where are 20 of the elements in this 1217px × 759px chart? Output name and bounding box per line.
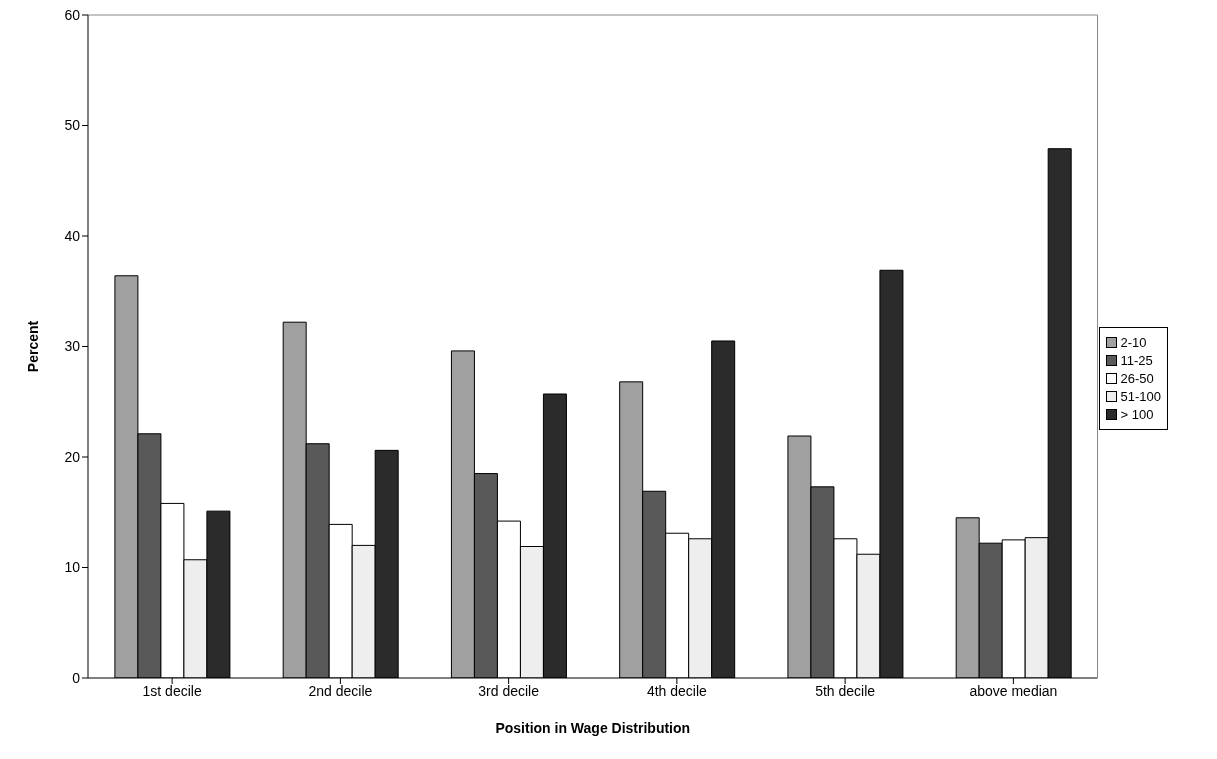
legend-label: 26-50 <box>1120 370 1154 386</box>
y-tick-label: 60 <box>64 6 81 23</box>
y-tick-label: 50 <box>64 117 81 134</box>
x-tick-label: 5th decile <box>815 682 876 699</box>
x-tick-label: 4th decile <box>646 682 708 699</box>
y-tick-label: 0 <box>72 669 81 686</box>
y-tick-label: 30 <box>64 338 81 355</box>
y-tick-label: 20 <box>64 448 81 465</box>
legend-label: 2-10 <box>1120 334 1147 350</box>
x-tick-label: 2nd decile <box>308 682 373 699</box>
x-tick-label: 3rd decile <box>478 682 540 699</box>
x-axis-title: Position in Wage Distribution <box>495 720 691 736</box>
legend-label: 51-100 <box>1120 388 1161 404</box>
y-axis-title: Percent <box>24 320 41 373</box>
x-tick-label: 1st decile <box>142 682 202 699</box>
legend-label: > 100 <box>1120 406 1154 422</box>
legend-label: 11-25 <box>1120 352 1153 368</box>
y-tick-label: 40 <box>64 227 81 244</box>
x-tick-label: above median <box>969 682 1058 699</box>
y-tick-label: 10 <box>64 559 81 576</box>
